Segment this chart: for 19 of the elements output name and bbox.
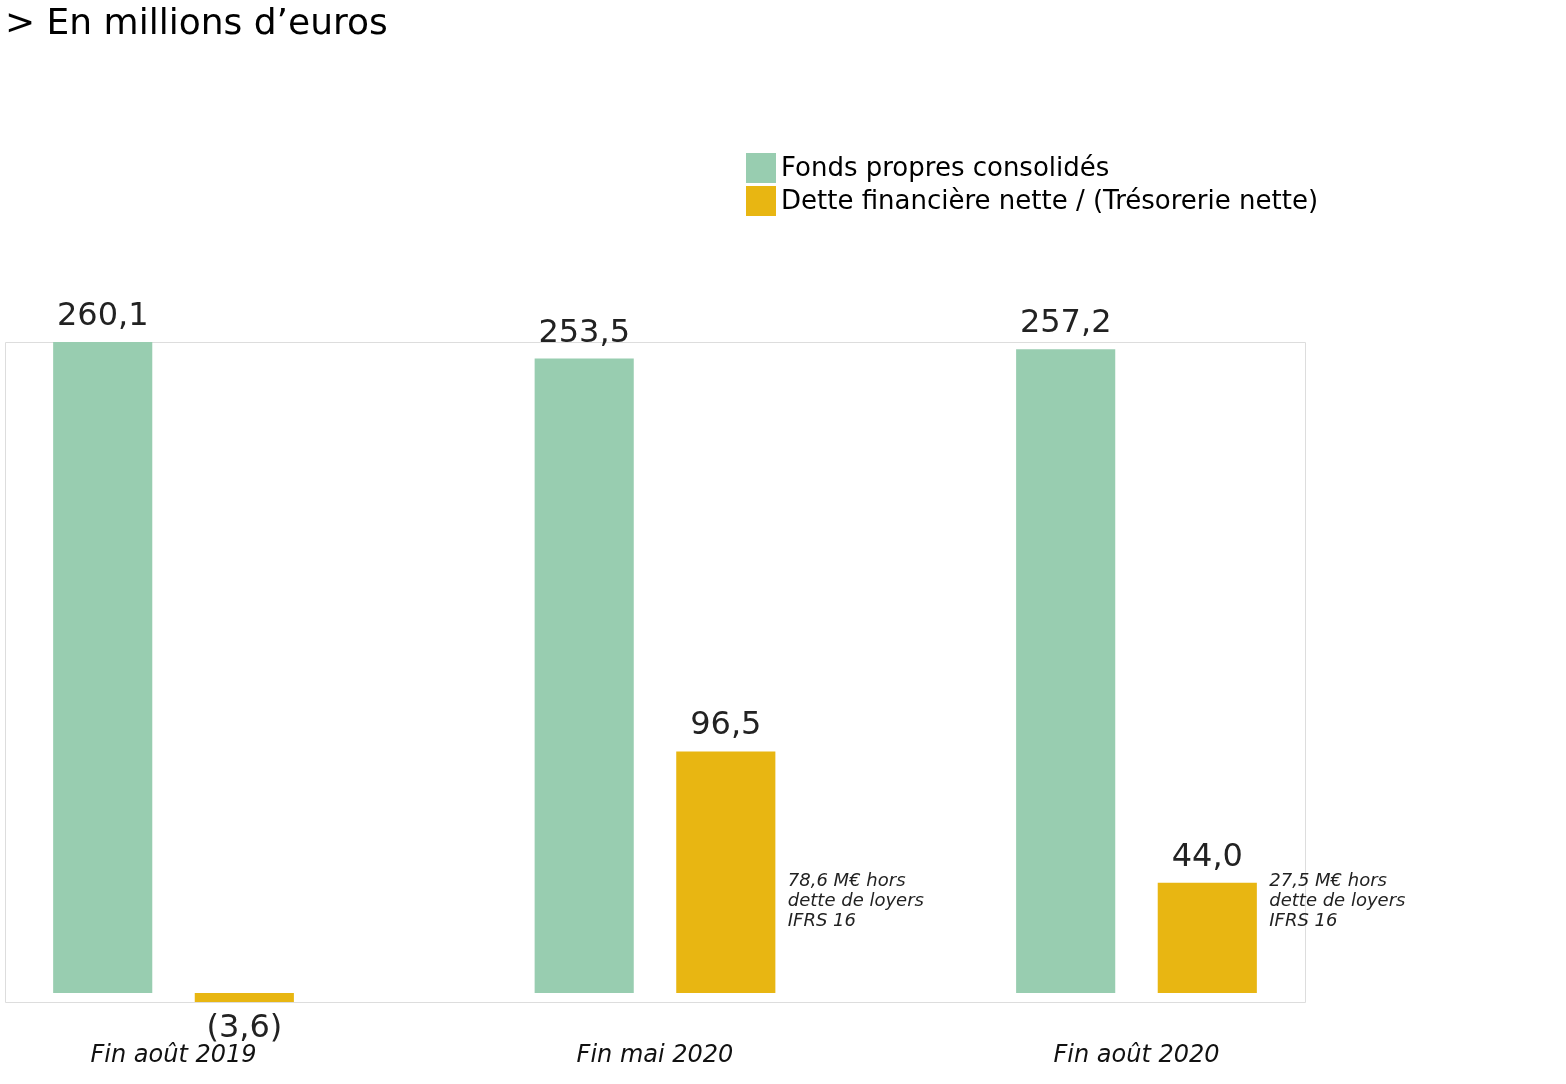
x-tick-label: Fin août 2020	[1053, 1039, 1220, 1068]
bar	[676, 751, 776, 993]
bar	[534, 358, 634, 993]
legend-label: Fonds propres consolidés	[781, 152, 1110, 182]
bar	[1157, 882, 1257, 993]
data-label: 96,5	[690, 704, 762, 743]
data-label: 253,5	[538, 311, 630, 350]
data-label: 44,0	[1171, 835, 1243, 874]
chart-title: > En millions d’euros	[5, 1, 388, 42]
bar	[1016, 349, 1116, 993]
x-tick-label: Fin mai 2020	[576, 1039, 734, 1068]
data-label: (3,6)	[206, 1007, 283, 1045]
bar	[194, 992, 294, 1002]
annotation: 78,6 M€ hors dette de loyers IFRS 16	[787, 869, 924, 930]
data-label: 257,2	[1019, 302, 1112, 341]
annotation: 27,5 M€ hors dette de loyers IFRS 16	[1269, 869, 1406, 930]
data-label: 260,1	[56, 295, 149, 333]
legend-label: Dette financière nette / (Trésorerie nette)	[781, 185, 1319, 215]
bar	[53, 342, 153, 993]
